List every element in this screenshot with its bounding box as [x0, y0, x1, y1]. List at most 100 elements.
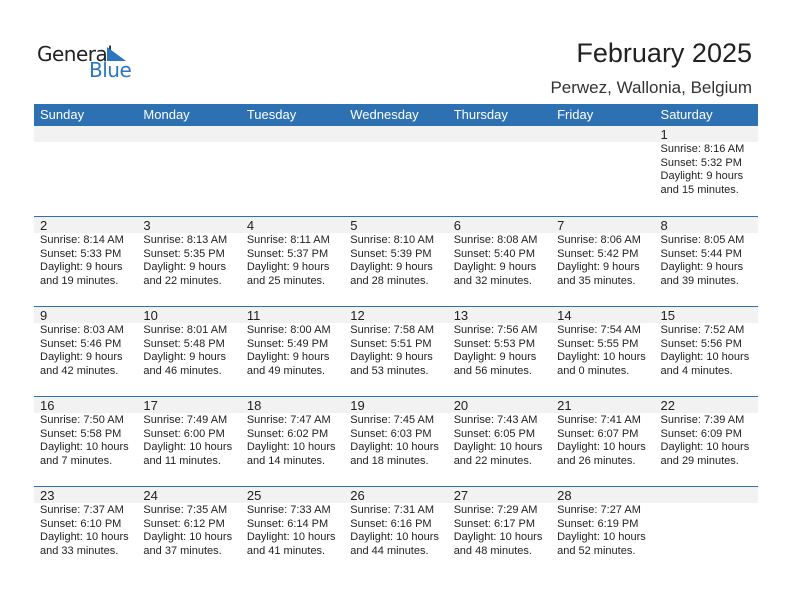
sunrise: Sunrise: 7:50 AM — [40, 414, 124, 426]
day-number: 8 — [660, 218, 668, 233]
day-cell: 28 Sunrise: 7:27 AM Sunset: 6:19 PM Dayl… — [551, 487, 654, 576]
daylight: Daylight: 10 hours — [246, 531, 336, 543]
sunset: Sunset: 5:56 PM — [660, 337, 742, 350]
daylight: Daylight: 10 hours — [557, 441, 646, 453]
daylight-minutes: and 18 minutes. — [350, 454, 429, 467]
sunrise: Sunrise: 8:10 AM — [350, 234, 435, 246]
daylight: Daylight: 10 hours — [350, 441, 439, 453]
daylight-minutes: and 4 minutes. — [660, 364, 733, 377]
week-row: 2 Sunrise: 8:14 AM Sunset: 5:33 PM Dayli… — [34, 216, 758, 306]
sunset: Sunset: 6:19 PM — [557, 517, 639, 530]
day-cell: 17 Sunrise: 7:49 AM Sunset: 6:00 PM Dayl… — [137, 397, 240, 486]
sunset: Sunset: 5:42 PM — [557, 247, 639, 260]
logo-text-blue: Blue — [89, 58, 132, 82]
day-number: 21 — [557, 398, 572, 413]
sunrise: Sunrise: 7:31 AM — [350, 504, 435, 516]
week-row: 1 Sunrise: 8:16 AM Sunset: 5:32 PM Dayli… — [34, 126, 758, 216]
day-cell: 7 Sunrise: 8:06 AM Sunset: 5:42 PM Dayli… — [551, 217, 654, 306]
sunrise: Sunrise: 7:54 AM — [557, 324, 641, 336]
sunset: Sunset: 6:16 PM — [350, 517, 432, 530]
sunrise: Sunrise: 7:52 AM — [660, 324, 745, 336]
weekday-thursday: Thursday — [453, 107, 508, 122]
sunrise: Sunrise: 7:47 AM — [246, 414, 331, 426]
week-row: 16 Sunrise: 7:50 AM Sunset: 5:58 PM Dayl… — [34, 396, 758, 486]
day-number: 22 — [660, 398, 675, 413]
day-number: 6 — [453, 218, 461, 233]
sunset: Sunset: 5:33 PM — [40, 247, 122, 260]
day-cell: 5 Sunrise: 8:10 AM Sunset: 5:39 PM Dayli… — [344, 217, 447, 306]
day-number: 14 — [557, 308, 572, 323]
day-cell: 8 Sunrise: 8:05 AM Sunset: 5:44 PM Dayli… — [655, 217, 758, 306]
logo-text-general: General — [37, 42, 113, 66]
day-cell: 2 Sunrise: 8:14 AM Sunset: 5:33 PM Dayli… — [34, 217, 137, 306]
day-cell — [137, 126, 240, 216]
sunrise: Sunrise: 8:16 AM — [660, 143, 745, 155]
day-number: 27 — [453, 488, 469, 503]
daylight-minutes: and 39 minutes. — [660, 274, 739, 287]
daylight: Daylight: 10 hours — [557, 531, 646, 543]
daylight-minutes: and 0 minutes. — [557, 364, 630, 377]
daylight-minutes: and 49 minutes. — [246, 364, 326, 377]
daylight: Daylight: 10 hours — [40, 531, 129, 543]
day-cell: 20 Sunrise: 7:43 AM Sunset: 6:05 PM Dayl… — [448, 397, 551, 486]
sunset: Sunset: 6:09 PM — [660, 427, 742, 440]
day-cell: 16 Sunrise: 7:50 AM Sunset: 5:58 PM Dayl… — [34, 397, 137, 486]
daylight-minutes: and 35 minutes. — [557, 274, 636, 287]
daylight: Daylight: 9 hours — [143, 261, 226, 273]
day-cell: 27 Sunrise: 7:29 AM Sunset: 6:17 PM Dayl… — [448, 487, 551, 576]
weekday-friday: Friday — [557, 107, 594, 122]
sunset: Sunset: 5:53 PM — [453, 337, 536, 350]
weekday-wednesday: Wednesday — [350, 107, 419, 122]
daylight-minutes: and 22 minutes. — [453, 454, 532, 467]
daylight: Daylight: 9 hours — [453, 261, 537, 273]
sunset: Sunset: 6:05 PM — [453, 427, 536, 440]
sunset: Sunset: 6:12 PM — [143, 517, 225, 530]
day-number: 23 — [40, 488, 55, 503]
daylight-minutes: and 26 minutes. — [557, 454, 636, 467]
sunrise: Sunrise: 8:00 AM — [246, 324, 331, 336]
daylight: Daylight: 10 hours — [143, 441, 233, 453]
day-cell — [344, 126, 447, 216]
day-cell: 12 Sunrise: 7:58 AM Sunset: 5:51 PM Dayl… — [344, 307, 447, 396]
daylight-minutes: and 41 minutes. — [246, 544, 326, 557]
daylight-minutes: and 14 minutes. — [246, 454, 326, 467]
daylight-minutes: and 52 minutes. — [557, 544, 636, 557]
sunset: Sunset: 5:32 PM — [660, 156, 742, 169]
sunset: Sunset: 5:44 PM — [660, 247, 742, 260]
sunset: Sunset: 5:55 PM — [557, 337, 639, 350]
sunset: Sunset: 5:39 PM — [350, 247, 432, 260]
daylight-minutes: and 28 minutes. — [350, 274, 429, 287]
daylight-minutes: and 56 minutes. — [453, 364, 532, 377]
sunset: Sunset: 5:48 PM — [143, 337, 225, 350]
sunset: Sunset: 6:10 PM — [40, 517, 122, 530]
sunrise: Sunrise: 7:49 AM — [143, 414, 228, 426]
sunset: Sunset: 5:35 PM — [143, 247, 225, 260]
daylight: Daylight: 9 hours — [557, 261, 640, 273]
sunset: Sunset: 6:03 PM — [350, 427, 432, 440]
day-cell: 1 Sunrise: 8:16 AM Sunset: 5:32 PM Dayli… — [655, 126, 758, 216]
day-cell: 14 Sunrise: 7:54 AM Sunset: 5:55 PM Dayl… — [551, 307, 654, 396]
day-cell: 24 Sunrise: 7:35 AM Sunset: 6:12 PM Dayl… — [137, 487, 240, 576]
day-cell: 21 Sunrise: 7:41 AM Sunset: 6:07 PM Dayl… — [551, 397, 654, 486]
daylight: Daylight: 9 hours — [660, 170, 744, 182]
daylight-minutes: and 37 minutes. — [143, 544, 222, 557]
day-number: 18 — [246, 398, 262, 413]
sunset: Sunset: 6:02 PM — [246, 427, 329, 440]
daylight-minutes: and 46 minutes. — [143, 364, 222, 377]
day-cell: 26 Sunrise: 7:31 AM Sunset: 6:16 PM Dayl… — [344, 487, 447, 576]
sunrise: Sunrise: 7:33 AM — [246, 504, 331, 516]
day-number: 26 — [350, 488, 365, 503]
day-number: 16 — [40, 398, 55, 413]
daylight: Daylight: 9 hours — [350, 351, 433, 363]
day-number: 25 — [246, 488, 262, 503]
sunrise: Sunrise: 7:39 AM — [660, 414, 745, 426]
day-cell: 6 Sunrise: 8:08 AM Sunset: 5:40 PM Dayli… — [448, 217, 551, 306]
sunrise: Sunrise: 7:43 AM — [453, 414, 538, 426]
sunrise: Sunrise: 8:03 AM — [40, 324, 124, 336]
day-cell: 22 Sunrise: 7:39 AM Sunset: 6:09 PM Dayl… — [655, 397, 758, 486]
weekday-header: Sunday Monday Tuesday Wednesday Thursday Frid… — [34, 104, 758, 126]
daylight: Daylight: 10 hours — [350, 531, 439, 543]
week-row: 23 Sunrise: 7:37 AM Sunset: 6:10 PM Dayl… — [34, 486, 758, 576]
daylight: Daylight: 9 hours — [246, 261, 330, 273]
sunset: Sunset: 5:58 PM — [40, 427, 122, 440]
